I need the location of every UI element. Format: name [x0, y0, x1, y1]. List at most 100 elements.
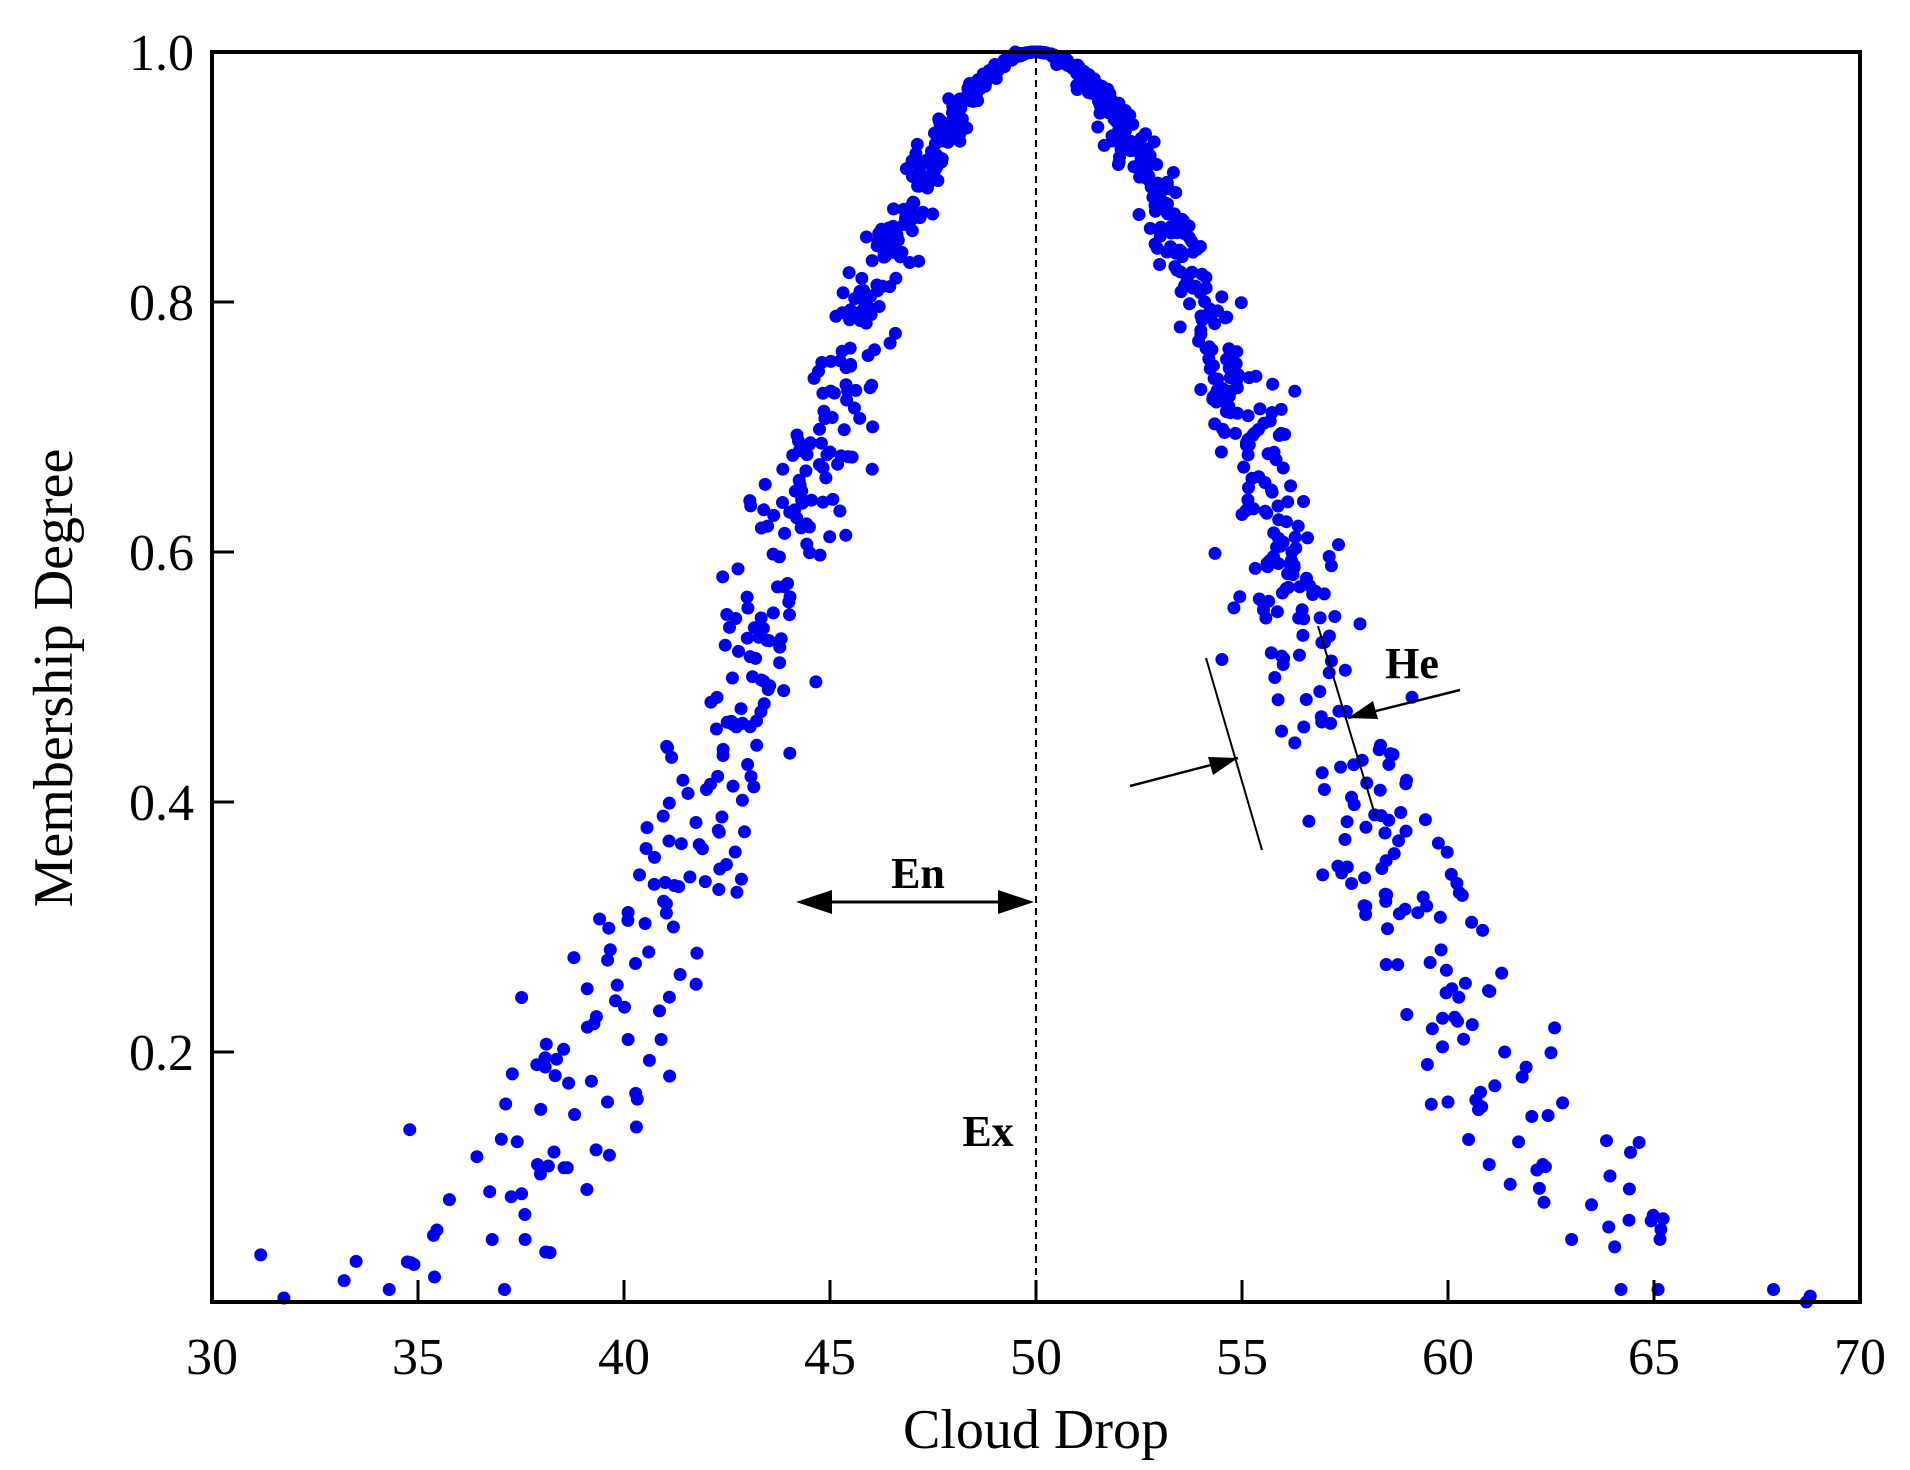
cloud-drop-point — [835, 306, 849, 320]
cloud-drop-point — [593, 912, 607, 926]
cloud-drop-point — [1622, 1213, 1636, 1227]
cloud-drop-point — [1482, 1158, 1496, 1171]
cloud-drop-point — [1452, 990, 1466, 1004]
cloud-drop-point — [885, 245, 899, 259]
cloud-drop-point — [642, 1053, 656, 1067]
cloud-drop-point — [498, 1283, 511, 1296]
cloud-drop-point — [1324, 559, 1338, 573]
cloud-drop-point — [809, 675, 823, 689]
cloud-drop-point — [662, 796, 676, 810]
cloud-drop-point — [747, 780, 761, 794]
cloud-drop-point — [1271, 499, 1285, 513]
cloud-drop-point — [618, 1000, 631, 1014]
cloud-drop-point — [859, 230, 873, 244]
x-tick-label: 65 — [1628, 1329, 1680, 1386]
cloud-drop-point — [1286, 568, 1300, 582]
cloud-drop-point — [812, 458, 826, 472]
cloud-drop-point — [732, 644, 745, 658]
cloud-drop-point — [1270, 605, 1284, 619]
cloud-drop-point — [1259, 611, 1273, 625]
cloud-drop-point — [716, 570, 730, 584]
cloud-drop-point — [1448, 1010, 1462, 1024]
cloud-drop-point — [1174, 285, 1188, 299]
cloud-drop-point — [782, 595, 796, 609]
cloud-drop-point — [603, 943, 617, 957]
cloud-drop-point — [1293, 580, 1307, 594]
cloud-drop-point — [1452, 886, 1466, 900]
cloud-drop-point — [1279, 515, 1293, 529]
cloud-drop-point — [1288, 530, 1302, 544]
cloud-drop-point — [1239, 438, 1253, 452]
cloud-drop-point — [1338, 833, 1352, 846]
cloud-drop-point — [1249, 369, 1263, 383]
cloud-drop-point — [1275, 724, 1289, 738]
cloud-drop-point — [776, 462, 790, 476]
cloud-drop-point — [716, 742, 730, 756]
cloud-drop-point — [792, 444, 806, 458]
cloud-drop-point — [861, 349, 875, 362]
cloud-drop-point — [1222, 361, 1236, 375]
cloud-drop-point — [518, 1208, 532, 1221]
cloud-drop-point — [1345, 790, 1358, 804]
cloud-drop-point — [494, 1132, 508, 1146]
cloud-drop-point — [905, 208, 919, 221]
cloud-drop-point — [661, 741, 675, 755]
cloud-drop-point — [580, 982, 594, 996]
cloud-drop-point — [1271, 693, 1285, 707]
cloud-drop-point — [1503, 1177, 1517, 1191]
cloud-drop-point — [1271, 557, 1285, 570]
x-tick-label: 45 — [804, 1329, 856, 1386]
cloud-drop-point — [601, 1095, 614, 1109]
cloud-drop-point — [738, 825, 751, 839]
cloud-drop-point — [1656, 1212, 1670, 1226]
cloud-drop-point — [662, 990, 676, 1004]
cloud-drop-point — [831, 457, 845, 471]
cloud-drop-point — [567, 951, 581, 965]
cloud-drop-point — [1353, 617, 1367, 631]
cloud-drop-point — [741, 601, 755, 615]
cloud-drop-point — [750, 714, 764, 728]
cloud-drop-point — [1433, 910, 1447, 924]
cloud-drop-point — [823, 445, 837, 459]
cloud-drop-point — [1313, 685, 1327, 698]
cloud-drop-point — [1208, 546, 1222, 560]
y-tick-label: 1.0 — [129, 25, 194, 82]
cloud-drop-point — [1226, 346, 1240, 360]
cloud-drop-point — [1382, 813, 1396, 827]
cloud-drop-point — [1148, 186, 1162, 200]
cloud-drop-point — [1206, 359, 1220, 373]
cloud-drop-point — [735, 793, 749, 807]
cloud-drop-point — [967, 83, 981, 96]
cloud-drop-point — [639, 842, 653, 855]
cloud-drop-point — [1425, 1022, 1439, 1036]
cloud-drop-point — [1315, 715, 1329, 729]
cloud-drop-point — [1227, 601, 1241, 615]
cloud-drop-point — [866, 420, 880, 434]
cloud-drop-point — [1134, 167, 1148, 181]
cloud-drop-point — [699, 783, 713, 796]
cloud-drop-point — [883, 336, 897, 350]
cloud-drop-point — [1340, 815, 1354, 829]
cloud-drop-point — [895, 245, 909, 259]
cloud-drop-point — [934, 114, 948, 128]
cloud-drop-point — [1381, 922, 1394, 936]
cloud-drop-point — [1544, 1046, 1558, 1060]
cloud-drop-point — [589, 1010, 603, 1024]
cloud-drop-point — [855, 271, 869, 285]
cloud-drop-point — [541, 1159, 555, 1173]
cloud-drop-point — [633, 868, 646, 882]
plot-frame — [210, 50, 1862, 1304]
x-tick-label: 50 — [1010, 1329, 1062, 1386]
cloud-drop-point — [485, 1233, 499, 1246]
cloud-drop-point — [656, 809, 670, 823]
cloud-drop-point — [1204, 304, 1218, 318]
cloud-drop-point — [1265, 483, 1278, 497]
cloud-drop-point — [589, 1143, 603, 1157]
cloud-drop-point — [1392, 907, 1406, 921]
cloud-drop-point — [726, 718, 740, 732]
cloud-drop-point — [515, 991, 529, 1004]
cloud-drop-point — [1400, 1008, 1414, 1021]
cloud-drop-point — [568, 1108, 582, 1121]
cloud-drop-point — [1161, 182, 1175, 196]
cloud-drop-point — [1281, 495, 1295, 509]
